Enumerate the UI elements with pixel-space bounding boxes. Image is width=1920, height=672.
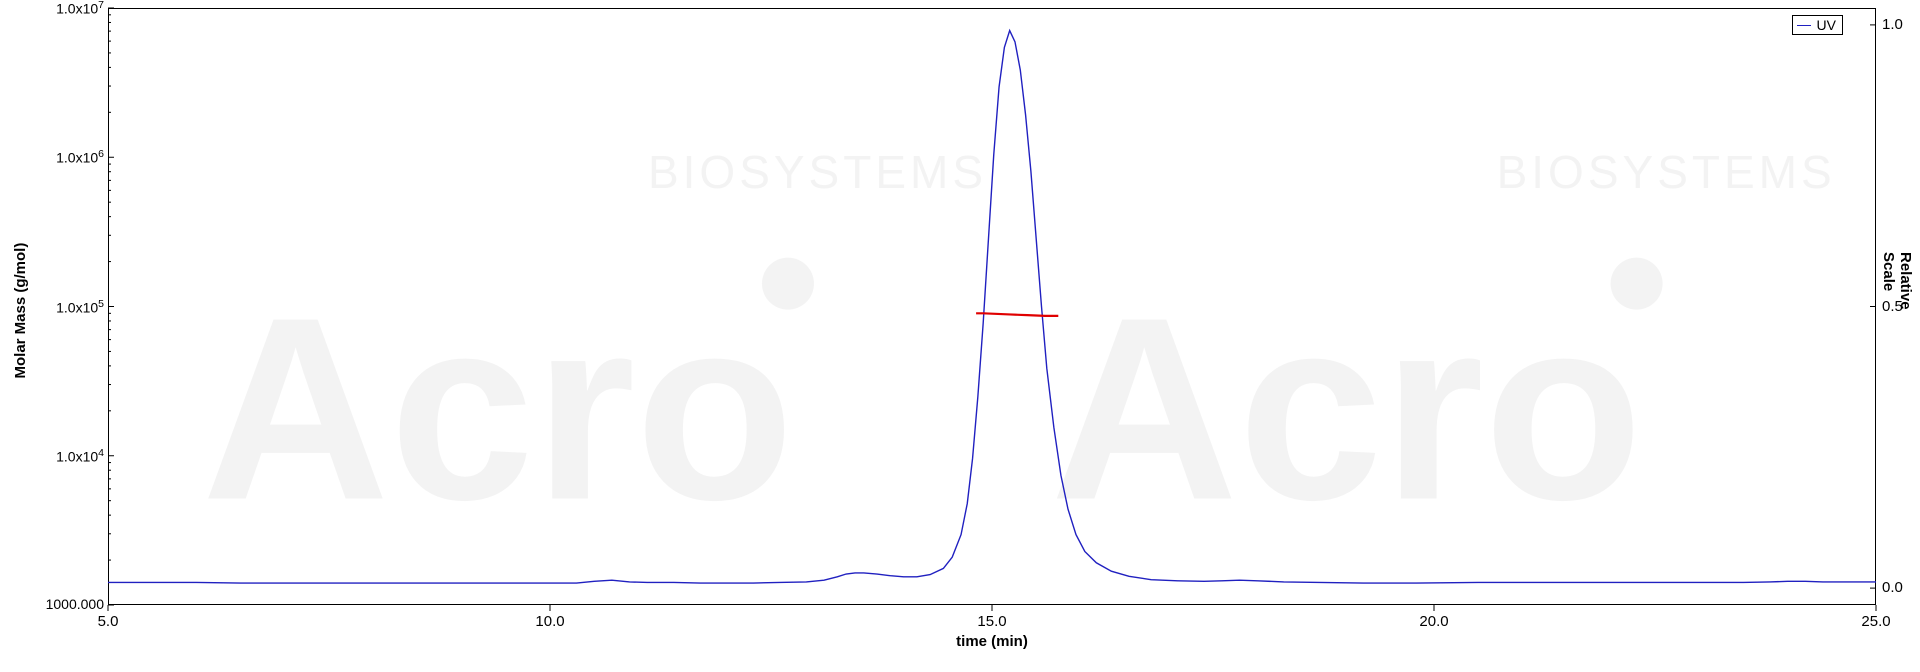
legend: UV — [1792, 15, 1843, 35]
y-left-axis-title: Molar Mass (g/mol) — [12, 242, 29, 378]
plot-area: AcroBIOSYSTEMS AcroBIOSYSTEMS UV — [108, 8, 1876, 605]
molar-mass-trace — [976, 313, 1058, 316]
y-left-tick-label: 1.0x104 — [56, 447, 104, 465]
y-right-tick-label: 0.0 — [1882, 579, 1903, 596]
y-left-tick-label: 1.0x106 — [56, 148, 104, 166]
x-axis-title: time (min) — [956, 633, 1028, 650]
chart-canvas — [108, 8, 1878, 607]
y-left-tick-label: 1.0x105 — [56, 298, 104, 316]
x-tick-label: 10.0 — [535, 613, 564, 630]
y-right-tick-label: 1.0 — [1882, 16, 1903, 33]
x-tick-label: 20.0 — [1419, 613, 1448, 630]
x-tick-label: 5.0 — [98, 613, 119, 630]
y-left-tick-label: 1.0x107 — [56, 0, 104, 17]
x-tick-label: 15.0 — [977, 613, 1006, 630]
legend-label-uv: UV — [1817, 17, 1836, 33]
legend-swatch-uv — [1797, 25, 1811, 26]
uv-trace — [108, 31, 1876, 584]
y-right-tick-label: 0.5 — [1882, 298, 1903, 315]
x-tick-label: 25.0 — [1861, 613, 1890, 630]
y-left-tick-label: 1000.000 — [46, 596, 104, 612]
